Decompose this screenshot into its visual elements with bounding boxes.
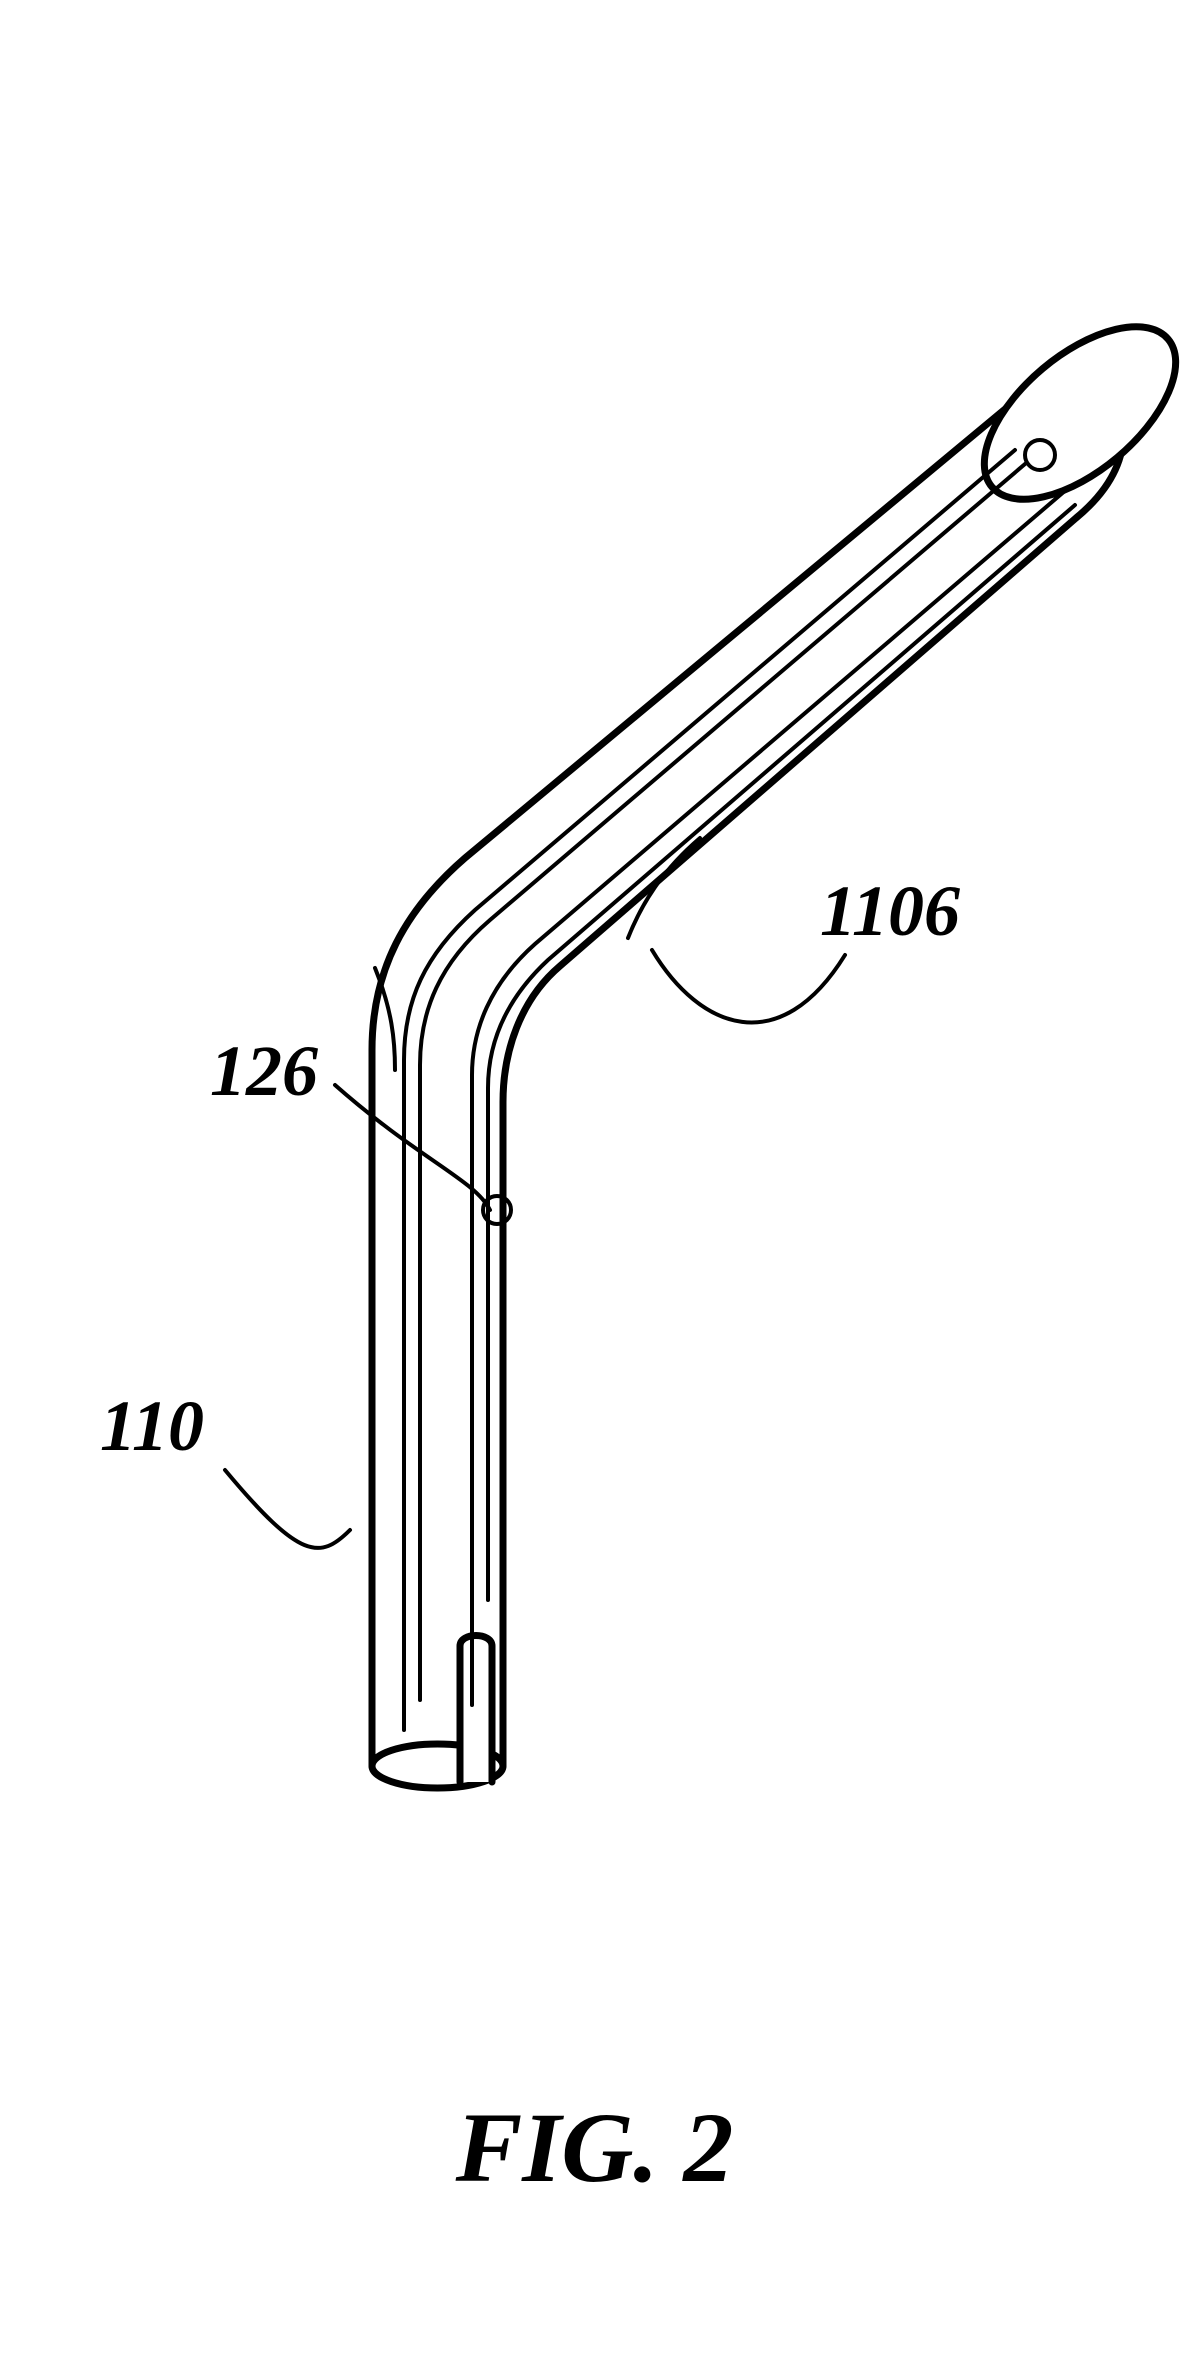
patent-figure-svg <box>0 0 1189 2358</box>
ref-126: 126 <box>210 1030 318 1113</box>
ref-110: 110 <box>100 1385 204 1468</box>
figure-caption: FIG. 2 <box>0 2090 1189 2205</box>
ref-1106: 1106 <box>820 870 960 953</box>
figure-stage: 1106 126 110 FIG. 2 <box>0 0 1189 2358</box>
